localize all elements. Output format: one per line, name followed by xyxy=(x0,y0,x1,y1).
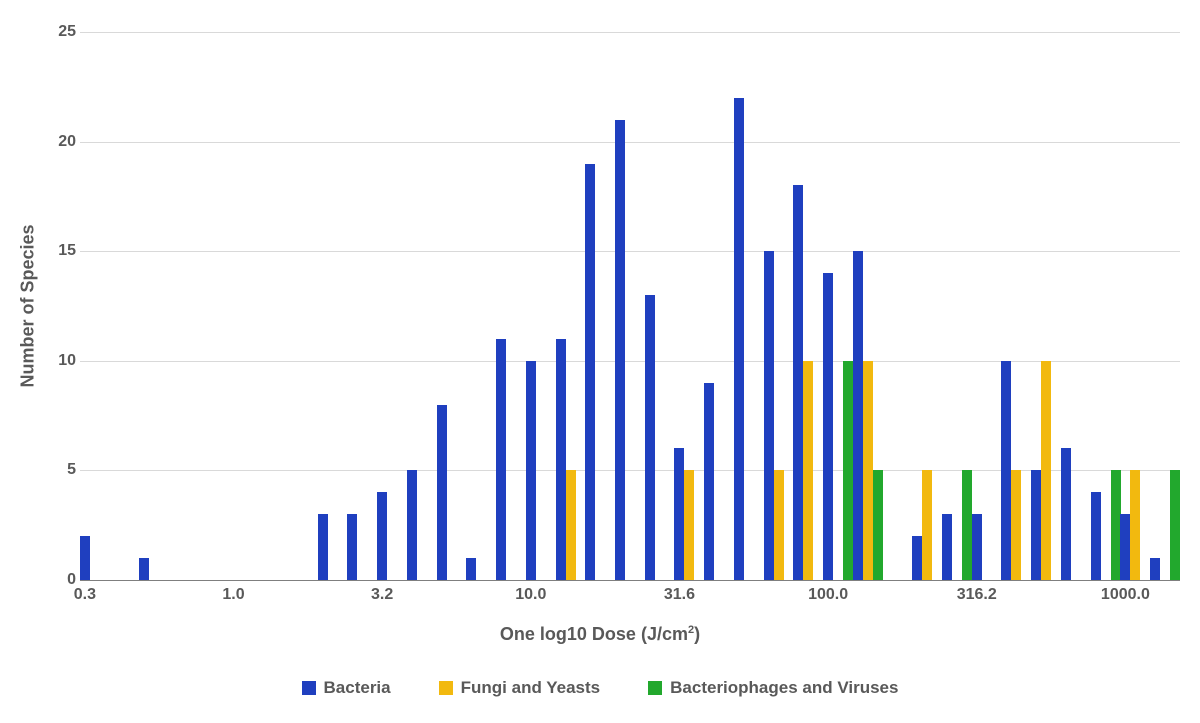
bar-fungi xyxy=(803,361,813,580)
gridline xyxy=(80,361,1180,362)
bar-bacteria xyxy=(1061,448,1071,580)
bar-bacteria xyxy=(793,185,803,580)
gridline xyxy=(80,251,1180,252)
bar-bacteria xyxy=(823,273,833,580)
bar-phages xyxy=(1170,470,1180,580)
x-tick-label: 1.0 xyxy=(222,586,244,604)
bar-phages xyxy=(843,361,853,580)
bar-bacteria xyxy=(1120,514,1130,580)
y-tick-label: 15 xyxy=(50,242,76,260)
y-tick-label: 25 xyxy=(50,23,76,41)
bar-bacteria xyxy=(615,120,625,580)
bar-bacteria xyxy=(1031,470,1041,580)
x-tick-label: 100.0 xyxy=(808,586,848,604)
bar-fungi xyxy=(1041,361,1051,580)
gridline xyxy=(80,142,1180,143)
bar-bacteria xyxy=(704,383,714,580)
y-axis-label: Number of Species xyxy=(18,224,39,387)
bar-bacteria xyxy=(496,339,506,580)
bar-fungi xyxy=(922,470,932,580)
bar-bacteria xyxy=(437,405,447,580)
bar-bacteria xyxy=(942,514,952,580)
bar-bacteria xyxy=(912,536,922,580)
bar-fungi xyxy=(1130,470,1140,580)
legend-swatch xyxy=(302,681,316,695)
bar-bacteria xyxy=(80,536,90,580)
legend-item-fungi: Fungi and Yeasts xyxy=(439,678,601,698)
y-tick-label: 10 xyxy=(50,352,76,370)
bar-bacteria xyxy=(585,164,595,580)
bar-fungi xyxy=(1011,470,1021,580)
x-axis-line xyxy=(80,580,1180,581)
legend-swatch xyxy=(648,681,662,695)
y-tick-label: 5 xyxy=(50,461,76,479)
bar-bacteria xyxy=(645,295,655,580)
bar-phages xyxy=(1111,470,1121,580)
legend-label: Bacteria xyxy=(324,678,391,698)
bar-bacteria xyxy=(407,470,417,580)
bar-bacteria xyxy=(764,251,774,580)
legend: Bacteria Fungi and Yeasts Bacteriophages a… xyxy=(0,678,1200,698)
bar-phages xyxy=(873,470,883,580)
bar-fungi xyxy=(774,470,784,580)
species-dose-histogram: 0 5 10 15 20 25 Number of Species 0.3 1.0 3.2 10… xyxy=(0,0,1200,723)
bar-bacteria xyxy=(318,514,328,580)
bar-bacteria xyxy=(466,558,476,580)
y-tick-label: 20 xyxy=(50,133,76,151)
bar-bacteria xyxy=(734,98,744,580)
bar-phages xyxy=(962,470,972,580)
plot-area xyxy=(80,32,1180,580)
x-tick-label: 10.0 xyxy=(515,586,546,604)
bar-bacteria xyxy=(1091,492,1101,580)
bar-bacteria xyxy=(1150,558,1160,580)
bar-bacteria xyxy=(526,361,536,580)
y-tick-label: 0 xyxy=(50,571,76,589)
bar-bacteria xyxy=(556,339,566,580)
legend-label: Bacteriophages and Viruses xyxy=(670,678,898,698)
bar-bacteria xyxy=(674,448,684,580)
legend-swatch xyxy=(439,681,453,695)
bar-bacteria xyxy=(972,514,982,580)
x-tick-label: 316.2 xyxy=(957,586,997,604)
x-tick-label: 31.6 xyxy=(664,586,695,604)
bar-fungi xyxy=(684,470,694,580)
bar-bacteria xyxy=(853,251,863,580)
legend-item-phages: Bacteriophages and Viruses xyxy=(648,678,898,698)
bar-bacteria xyxy=(139,558,149,580)
legend-label: Fungi and Yeasts xyxy=(461,678,601,698)
bar-bacteria xyxy=(347,514,357,580)
gridline xyxy=(80,32,1180,33)
legend-item-bacteria: Bacteria xyxy=(302,678,391,698)
x-tick-label: 1000.0 xyxy=(1101,586,1150,604)
bar-bacteria xyxy=(1001,361,1011,580)
bar-bacteria xyxy=(377,492,387,580)
bar-fungi xyxy=(863,361,873,580)
x-tick-label: 0.3 xyxy=(74,586,96,604)
x-tick-label: 3.2 xyxy=(371,586,393,604)
bar-fungi xyxy=(566,470,576,580)
x-axis-label: One log10 Dose (J/cm2) xyxy=(0,624,1200,645)
